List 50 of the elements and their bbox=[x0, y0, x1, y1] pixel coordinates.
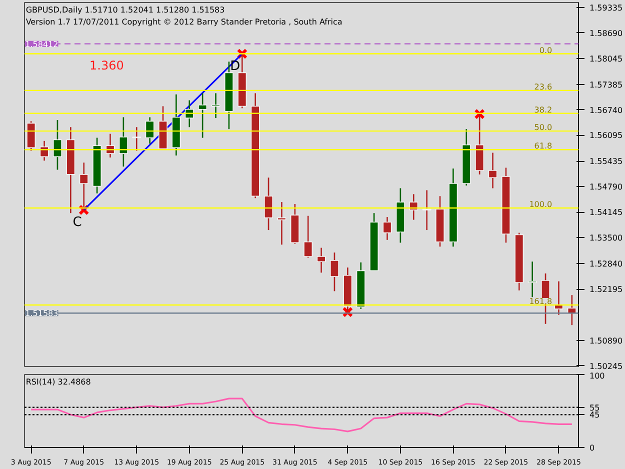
ref-line-label: 1.58412 bbox=[25, 40, 58, 49]
candlestick bbox=[145, 116, 154, 144]
candlestick bbox=[316, 247, 326, 274]
annotation: D bbox=[230, 58, 240, 74]
text: Version 1.7 17/07/2011 Copyright © 2012 Barry Stander Pretoria , South Africa bbox=[26, 18, 342, 26]
annotation: C bbox=[72, 214, 82, 230]
y-tick-label: 1.52840 bbox=[590, 260, 623, 269]
candlestick bbox=[528, 260, 537, 298]
y-tick-label: 1.56095 bbox=[590, 131, 623, 140]
annotation: 0.0 bbox=[539, 46, 552, 55]
y-tick-label: 1.58045 bbox=[590, 54, 623, 64]
candlestick bbox=[264, 176, 274, 231]
candlestick bbox=[304, 215, 313, 258]
candlestick bbox=[409, 194, 418, 220]
annotation: 38.2 bbox=[534, 105, 552, 114]
chart-title: GBPUSD,Daily 1.51710 1.52041 1.51280 1.51583 bbox=[26, 6, 225, 14]
y-tick-label: 0 bbox=[590, 444, 595, 452]
annotation: 23.6 bbox=[534, 82, 552, 92]
line-series bbox=[30, 398, 573, 432]
y-tick-label: 1.54145 bbox=[590, 208, 623, 218]
y-tick-label: 1.53500 bbox=[590, 234, 623, 243]
annotation: 61.8 bbox=[534, 142, 552, 151]
candlestick bbox=[330, 252, 339, 292]
y-tick-label: 1.57385 bbox=[590, 80, 623, 90]
y-tick-label: 1.55435 bbox=[590, 157, 623, 166]
annotation: 100.0 bbox=[529, 200, 552, 209]
candlestick bbox=[277, 201, 286, 246]
candlestick bbox=[52, 119, 62, 170]
candlestick bbox=[422, 190, 432, 231]
candlestick bbox=[382, 216, 392, 241]
y-tick-label: 1.59335 bbox=[590, 3, 623, 12]
ref-line-label: 1.51583 bbox=[25, 309, 58, 318]
candlestick bbox=[132, 126, 142, 152]
annotation: 161.8 bbox=[529, 296, 552, 306]
chart-title: RSI(14) 32.4868 bbox=[26, 378, 91, 386]
y-tick-label: 1.56740 bbox=[590, 106, 623, 115]
candlestick bbox=[488, 152, 498, 189]
annotation: 50.0 bbox=[534, 123, 552, 132]
y-tick-label: 1.58690 bbox=[590, 28, 623, 38]
candlestick bbox=[211, 92, 220, 119]
y-tick-label: 45 bbox=[590, 410, 600, 420]
y-tick-label: 1.52195 bbox=[590, 285, 623, 294]
annotation: 1.360 bbox=[90, 58, 124, 72]
y-tick-label: 55 bbox=[590, 403, 600, 412]
candlestick bbox=[198, 92, 208, 138]
candlestick bbox=[118, 116, 128, 168]
y-tick-label: 1.54790 bbox=[590, 182, 623, 192]
y-tick-label: 100 bbox=[590, 372, 605, 380]
y-tick-label: 1.50890 bbox=[590, 336, 623, 346]
y-tick-label: 1.50245 bbox=[590, 362, 623, 371]
